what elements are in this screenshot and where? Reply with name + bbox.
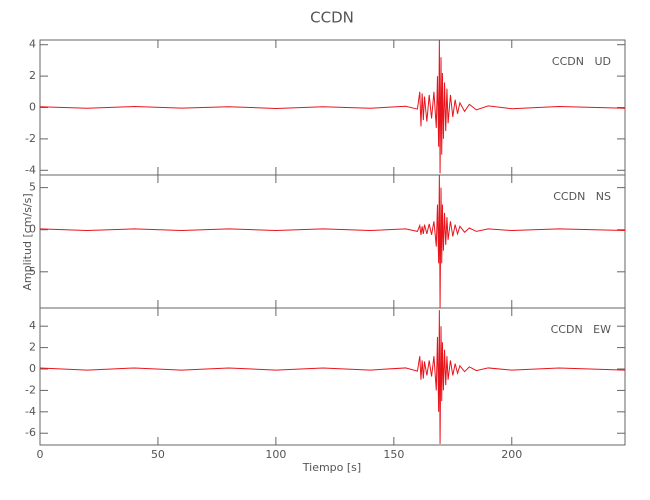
y-tick-label: 5: [29, 265, 36, 278]
y-tick-label: 2: [29, 341, 36, 354]
x-tick-label: 50: [151, 448, 165, 461]
trace-label: CCDN EW: [551, 323, 612, 336]
chart-title: CCDN: [310, 9, 354, 27]
y-tick-label: 0: [29, 101, 36, 114]
x-tick-label: 100: [265, 448, 286, 461]
panel-frame: [39, 174, 626, 309]
trace-label: CCDN NS: [553, 190, 611, 203]
y-tick-label: 4: [29, 38, 36, 51]
trace: [39, 310, 626, 444]
panel-frame: [39, 307, 626, 446]
y-tick-label: 0: [29, 362, 36, 375]
y-tick-label: 0: [29, 223, 36, 236]
y-tick-label: 4: [29, 319, 36, 332]
trace: [39, 174, 626, 309]
y-tick-label: -4: [25, 163, 36, 176]
trace: [39, 39, 626, 174]
x-axis-label: Tiempo [s]: [302, 461, 361, 474]
y-tick-label: 5: [29, 181, 36, 194]
y-tick-label: -4: [25, 405, 36, 418]
x-tick-label: 200: [501, 448, 522, 461]
x-tick-label: 0: [37, 448, 44, 461]
y-tick-label: 2: [29, 69, 36, 82]
y-axis-label: Amplitud [cm/s/s]: [21, 193, 34, 290]
y-tick-label: -2: [25, 383, 36, 396]
y-tick-label: -6: [25, 426, 36, 439]
trace-label: CCDN UD: [552, 55, 611, 68]
x-tick-label: 150: [383, 448, 404, 461]
y-tick-label: -2: [25, 132, 36, 145]
